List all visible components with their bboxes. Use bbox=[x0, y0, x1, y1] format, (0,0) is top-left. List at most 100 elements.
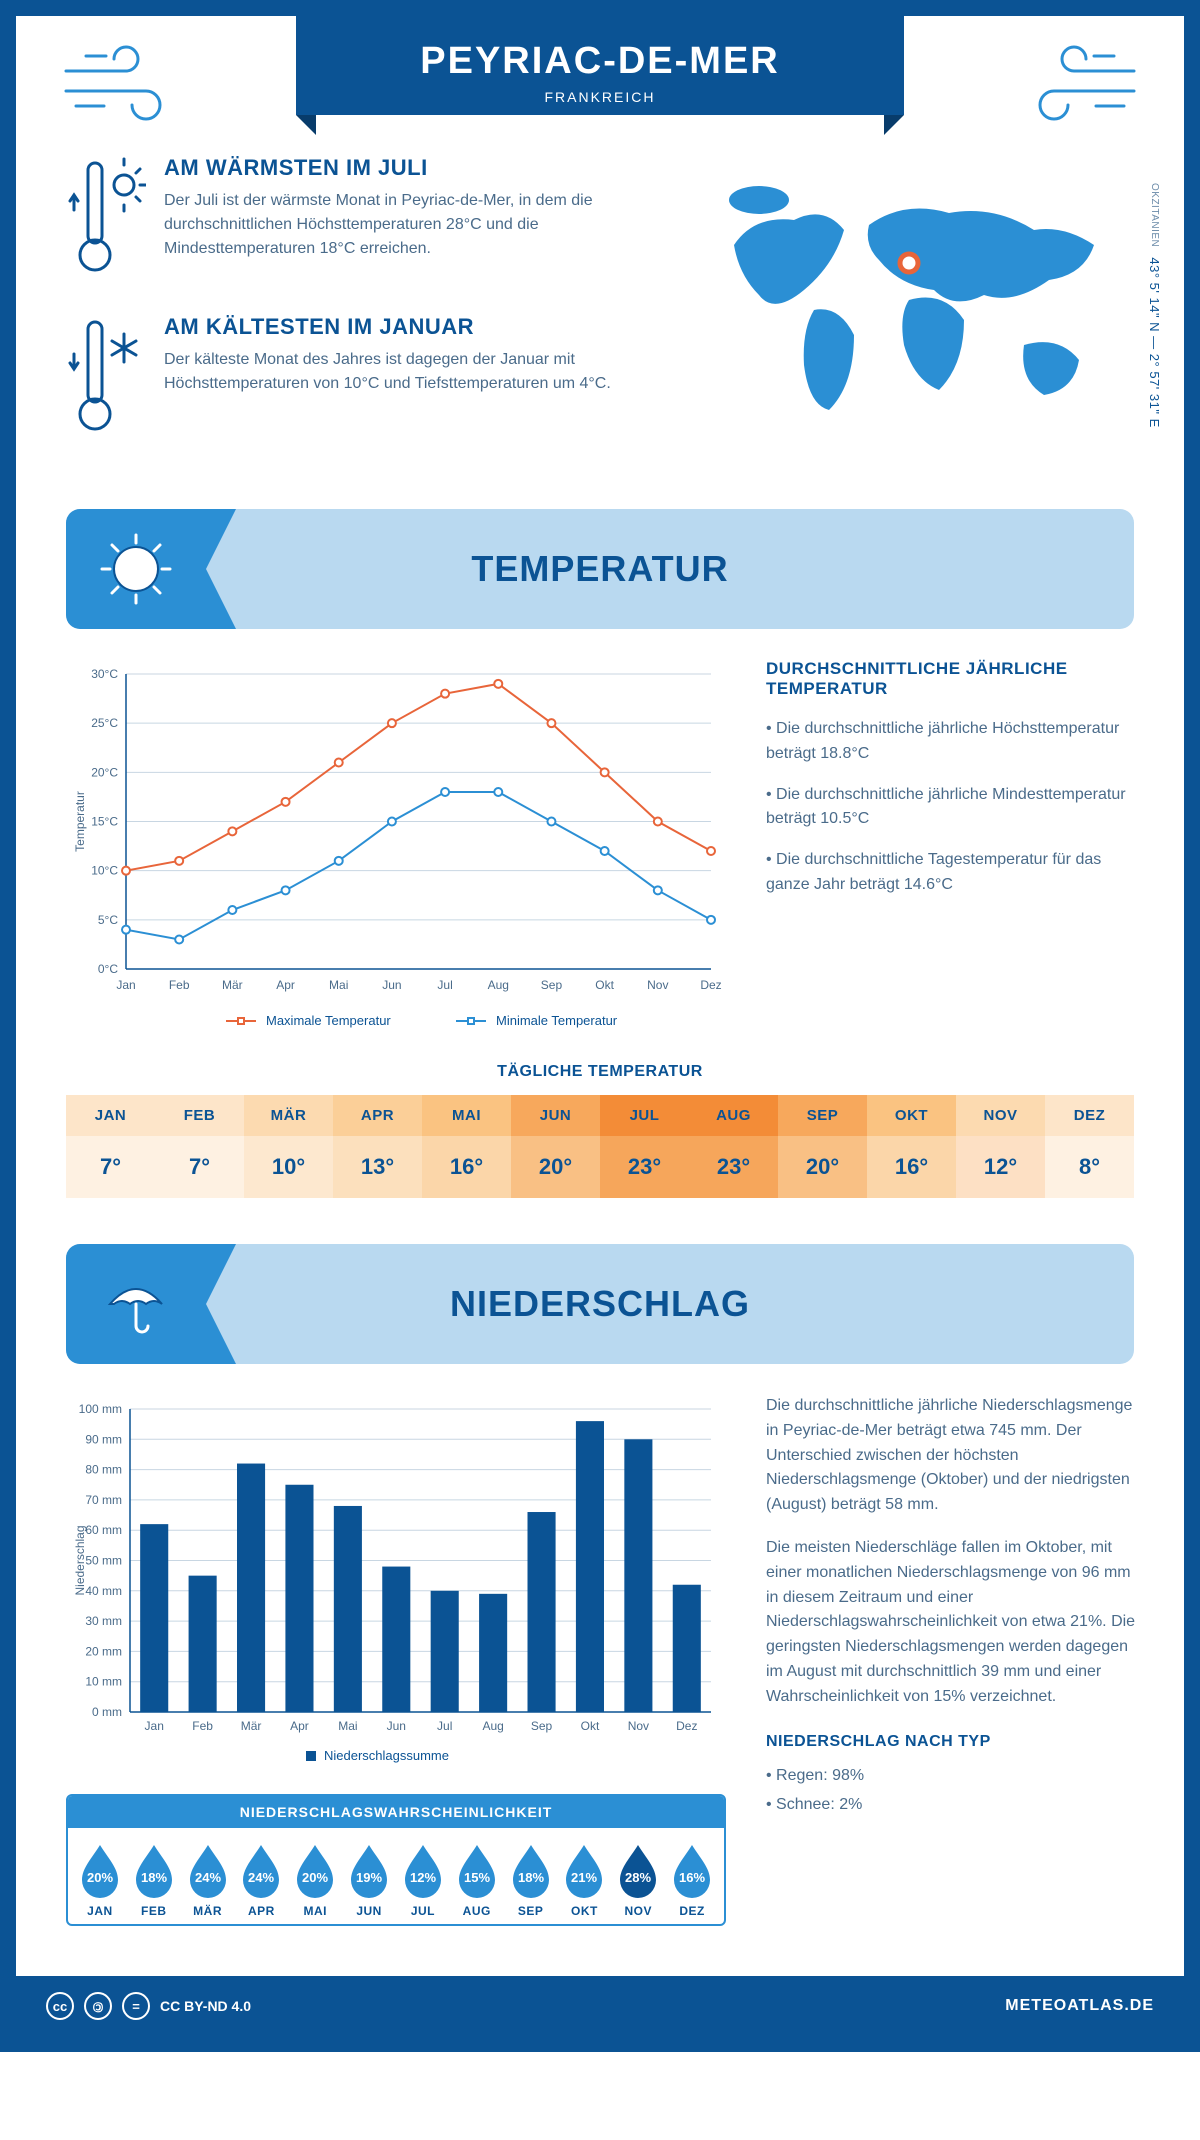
intro-row: AM WÄRMSTEN IM JULI Der Juli ist der wär… bbox=[66, 155, 1134, 473]
svg-text:25°C: 25°C bbox=[91, 716, 118, 730]
svg-text:19%: 19% bbox=[356, 1870, 382, 1885]
svg-text:90 mm: 90 mm bbox=[85, 1432, 122, 1446]
coordinates: OKZITANIEN 43° 5' 14" N — 2° 57' 31" E bbox=[1147, 165, 1162, 445]
svg-text:Niederschlag: Niederschlag bbox=[73, 1525, 87, 1595]
daily-month: JUL bbox=[600, 1095, 689, 1136]
daily-month: FEB bbox=[155, 1095, 244, 1136]
svg-text:Nov: Nov bbox=[628, 1719, 649, 1733]
precip-drop: 24%MÄR bbox=[182, 1842, 234, 1918]
svg-text:Feb: Feb bbox=[169, 978, 190, 992]
svg-text:21%: 21% bbox=[571, 1870, 597, 1885]
svg-text:Sep: Sep bbox=[531, 1719, 553, 1733]
precip-probability-box: NIEDERSCHLAGSWAHRSCHEINLICHKEIT 20%JAN18… bbox=[66, 1794, 726, 1926]
license: cc🄯= CC BY-ND 4.0 bbox=[46, 1992, 251, 2020]
svg-text:Jul: Jul bbox=[437, 978, 452, 992]
thermometer-sun-icon bbox=[66, 155, 146, 290]
warmest-title: AM WÄRMSTEN IM JULI bbox=[164, 155, 674, 181]
svg-text:12%: 12% bbox=[410, 1870, 436, 1885]
precip-drop: 28%NOV bbox=[612, 1842, 664, 1918]
svg-text:30°C: 30°C bbox=[91, 667, 118, 681]
svg-text:28%: 28% bbox=[625, 1870, 651, 1885]
svg-text:40 mm: 40 mm bbox=[85, 1584, 122, 1598]
precip-drop: 16%DEZ bbox=[666, 1842, 718, 1918]
svg-text:15%: 15% bbox=[464, 1870, 490, 1885]
precip-title: NIEDERSCHLAG bbox=[450, 1283, 750, 1325]
daily-month: DEZ bbox=[1045, 1095, 1134, 1136]
svg-text:Mai: Mai bbox=[338, 1719, 357, 1733]
svg-text:Jan: Jan bbox=[116, 978, 135, 992]
daily-month: JUN bbox=[511, 1095, 600, 1136]
wind-icon bbox=[1014, 36, 1144, 126]
location-title: PEYRIAC-DE-MER bbox=[296, 40, 904, 83]
umbrella-icon bbox=[66, 1244, 206, 1364]
svg-text:10 mm: 10 mm bbox=[85, 1675, 122, 1689]
precip-type-title: NIEDERSCHLAG NACH TYP bbox=[766, 1730, 1136, 1755]
svg-text:Sep: Sep bbox=[541, 978, 563, 992]
title-banner: PEYRIAC-DE-MER FRANKREICH bbox=[296, 16, 904, 115]
svg-text:80 mm: 80 mm bbox=[85, 1463, 122, 1477]
svg-text:60 mm: 60 mm bbox=[85, 1523, 122, 1537]
precip-drop: 24%APR bbox=[235, 1842, 287, 1918]
precip-section-head: NIEDERSCHLAG bbox=[66, 1244, 1134, 1364]
svg-text:70 mm: 70 mm bbox=[85, 1493, 122, 1507]
daily-value: 23° bbox=[689, 1136, 778, 1198]
svg-text:Jul: Jul bbox=[437, 1719, 452, 1733]
daily-value: 16° bbox=[422, 1136, 511, 1198]
coldest-text: Der kälteste Monat des Jahres ist dagege… bbox=[164, 348, 674, 396]
daily-month: AUG bbox=[689, 1095, 778, 1136]
temperature-title: TEMPERATUR bbox=[471, 548, 728, 590]
svg-text:30 mm: 30 mm bbox=[85, 1614, 122, 1628]
coldest-title: AM KÄLTESTEN IM JANUAR bbox=[164, 314, 674, 340]
svg-text:Aug: Aug bbox=[488, 978, 509, 992]
svg-text:Aug: Aug bbox=[482, 1719, 503, 1733]
prob-title: NIEDERSCHLAGSWAHRSCHEINLICHKEIT bbox=[68, 1796, 724, 1828]
svg-text:Apr: Apr bbox=[276, 978, 295, 992]
daily-value: 8° bbox=[1045, 1136, 1134, 1198]
svg-text:Temperatur: Temperatur bbox=[73, 791, 87, 852]
svg-text:Apr: Apr bbox=[290, 1719, 309, 1733]
coldest-block: AM KÄLTESTEN IM JANUAR Der kälteste Mona… bbox=[66, 314, 674, 449]
svg-text:Mai: Mai bbox=[329, 978, 348, 992]
precip-drop: 18%FEB bbox=[128, 1842, 180, 1918]
daily-month: SEP bbox=[778, 1095, 867, 1136]
svg-text:Nov: Nov bbox=[647, 978, 668, 992]
svg-text:100 mm: 100 mm bbox=[79, 1402, 122, 1416]
daily-value: 7° bbox=[155, 1136, 244, 1198]
daily-value: 7° bbox=[66, 1136, 155, 1198]
svg-text:Okt: Okt bbox=[581, 1719, 600, 1733]
daily-temp-table: JANFEBMÄRAPRMAIJUNJULAUGSEPOKTNOVDEZ7°7°… bbox=[66, 1095, 1134, 1198]
facts-title: DURCHSCHNITTLICHE JÄHRLICHE TEMPERATUR bbox=[766, 659, 1136, 699]
thermometer-snow-icon bbox=[66, 314, 146, 449]
svg-text:20°C: 20°C bbox=[91, 765, 118, 779]
svg-text:Okt: Okt bbox=[595, 978, 614, 992]
svg-text:Mär: Mär bbox=[222, 978, 243, 992]
location-marker bbox=[898, 252, 920, 274]
svg-text:16%: 16% bbox=[679, 1870, 705, 1885]
svg-text:20%: 20% bbox=[87, 1870, 113, 1885]
svg-text:18%: 18% bbox=[518, 1870, 544, 1885]
precip-drop: 21%OKT bbox=[558, 1842, 610, 1918]
country-subtitle: FRANKREICH bbox=[296, 89, 904, 105]
svg-text:Feb: Feb bbox=[192, 1719, 213, 1733]
svg-text:20 mm: 20 mm bbox=[85, 1644, 122, 1658]
svg-text:Dez: Dez bbox=[700, 978, 721, 992]
svg-text:0 mm: 0 mm bbox=[92, 1705, 122, 1719]
daily-value: 10° bbox=[244, 1136, 333, 1198]
svg-text:Dez: Dez bbox=[676, 1719, 697, 1733]
svg-text:15°C: 15°C bbox=[91, 815, 118, 829]
world-map: OKZITANIEN 43° 5' 14" N — 2° 57' 31" E bbox=[704, 155, 1134, 473]
svg-text:10°C: 10°C bbox=[91, 864, 118, 878]
wind-icon bbox=[56, 36, 186, 126]
daily-value: 20° bbox=[511, 1136, 600, 1198]
daily-month: MAI bbox=[422, 1095, 511, 1136]
svg-text:20%: 20% bbox=[302, 1870, 328, 1885]
daily-month: APR bbox=[333, 1095, 422, 1136]
precip-text: Die durchschnittliche jährliche Niedersc… bbox=[766, 1394, 1136, 1926]
daily-value: 23° bbox=[600, 1136, 689, 1198]
sun-icon bbox=[66, 509, 206, 629]
daily-value: 20° bbox=[778, 1136, 867, 1198]
temperature-section-head: TEMPERATUR bbox=[66, 509, 1134, 629]
daily-month: NOV bbox=[956, 1095, 1045, 1136]
warmest-text: Der Juli ist der wärmste Monat in Peyria… bbox=[164, 189, 674, 261]
svg-text:50 mm: 50 mm bbox=[85, 1554, 122, 1568]
